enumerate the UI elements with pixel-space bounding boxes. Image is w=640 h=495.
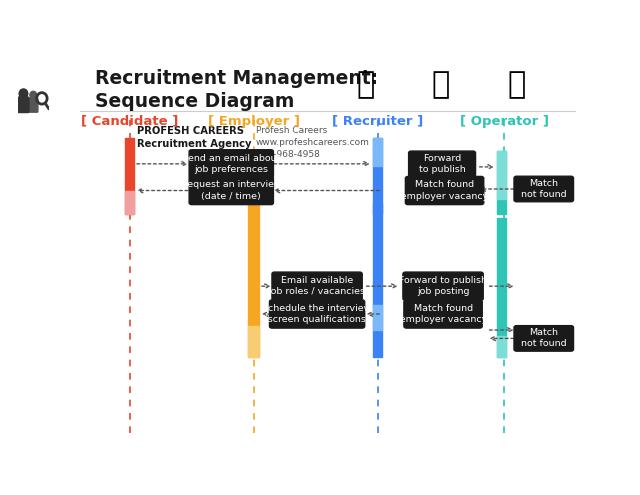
Bar <box>497 151 506 214</box>
Bar <box>125 191 134 214</box>
FancyBboxPatch shape <box>29 99 38 112</box>
Text: Match found
(employer vacancy): Match found (employer vacancy) <box>396 304 491 324</box>
FancyBboxPatch shape <box>189 149 273 178</box>
Text: PROFESH CAREERS
Recruitment Agency: PROFESH CAREERS Recruitment Agency <box>137 126 252 149</box>
Bar <box>497 218 506 357</box>
FancyBboxPatch shape <box>403 272 483 300</box>
Text: Match found
(employer vacancy): Match found (employer vacancy) <box>397 181 492 200</box>
Bar <box>248 204 259 357</box>
Bar <box>248 326 259 357</box>
Text: [ Operator ]: [ Operator ] <box>460 115 548 128</box>
FancyBboxPatch shape <box>18 97 29 112</box>
Text: Recruitment Management:
Sequence Diagram: Recruitment Management: Sequence Diagram <box>95 69 378 111</box>
Text: Schedule the interview
(screen qualifications): Schedule the interview (screen qualifica… <box>262 304 372 324</box>
FancyBboxPatch shape <box>269 300 365 328</box>
Text: Profesh Careers
www.profeshcareers.com
555-968-4958: Profesh Careers www.profeshcareers.com 5… <box>256 126 370 159</box>
Text: Match
not found: Match not found <box>521 328 566 348</box>
Bar <box>373 204 382 357</box>
Bar <box>373 138 382 214</box>
Text: Send an email about
job preferences: Send an email about job preferences <box>182 154 280 174</box>
FancyBboxPatch shape <box>405 176 484 204</box>
Text: [ Recruiter ]: [ Recruiter ] <box>332 115 423 128</box>
FancyBboxPatch shape <box>514 326 573 351</box>
Text: Request an interview
(date / time): Request an interview (date / time) <box>181 181 282 200</box>
FancyBboxPatch shape <box>272 272 362 300</box>
Bar <box>125 138 134 214</box>
Bar <box>497 336 506 357</box>
Text: Match
not found: Match not found <box>521 179 566 199</box>
Text: Forward
to publish: Forward to publish <box>419 154 465 174</box>
FancyBboxPatch shape <box>408 151 476 177</box>
FancyBboxPatch shape <box>189 176 273 204</box>
FancyBboxPatch shape <box>514 176 573 202</box>
FancyBboxPatch shape <box>404 300 483 328</box>
Text: Forward to publish
job posting: Forward to publish job posting <box>399 276 487 296</box>
Text: 👥: 👥 <box>356 70 374 99</box>
Circle shape <box>30 91 36 99</box>
Text: 📋: 📋 <box>508 70 525 99</box>
Bar <box>373 305 382 330</box>
Text: [ Employer ]: [ Employer ] <box>207 115 300 128</box>
Text: 🔍: 🔍 <box>431 70 450 99</box>
Circle shape <box>19 89 28 99</box>
Bar <box>497 151 506 198</box>
Text: [ Candidate ]: [ Candidate ] <box>81 115 179 128</box>
Text: Email available
job roles / vacancies: Email available job roles / vacancies <box>269 276 365 296</box>
Bar <box>373 138 382 166</box>
